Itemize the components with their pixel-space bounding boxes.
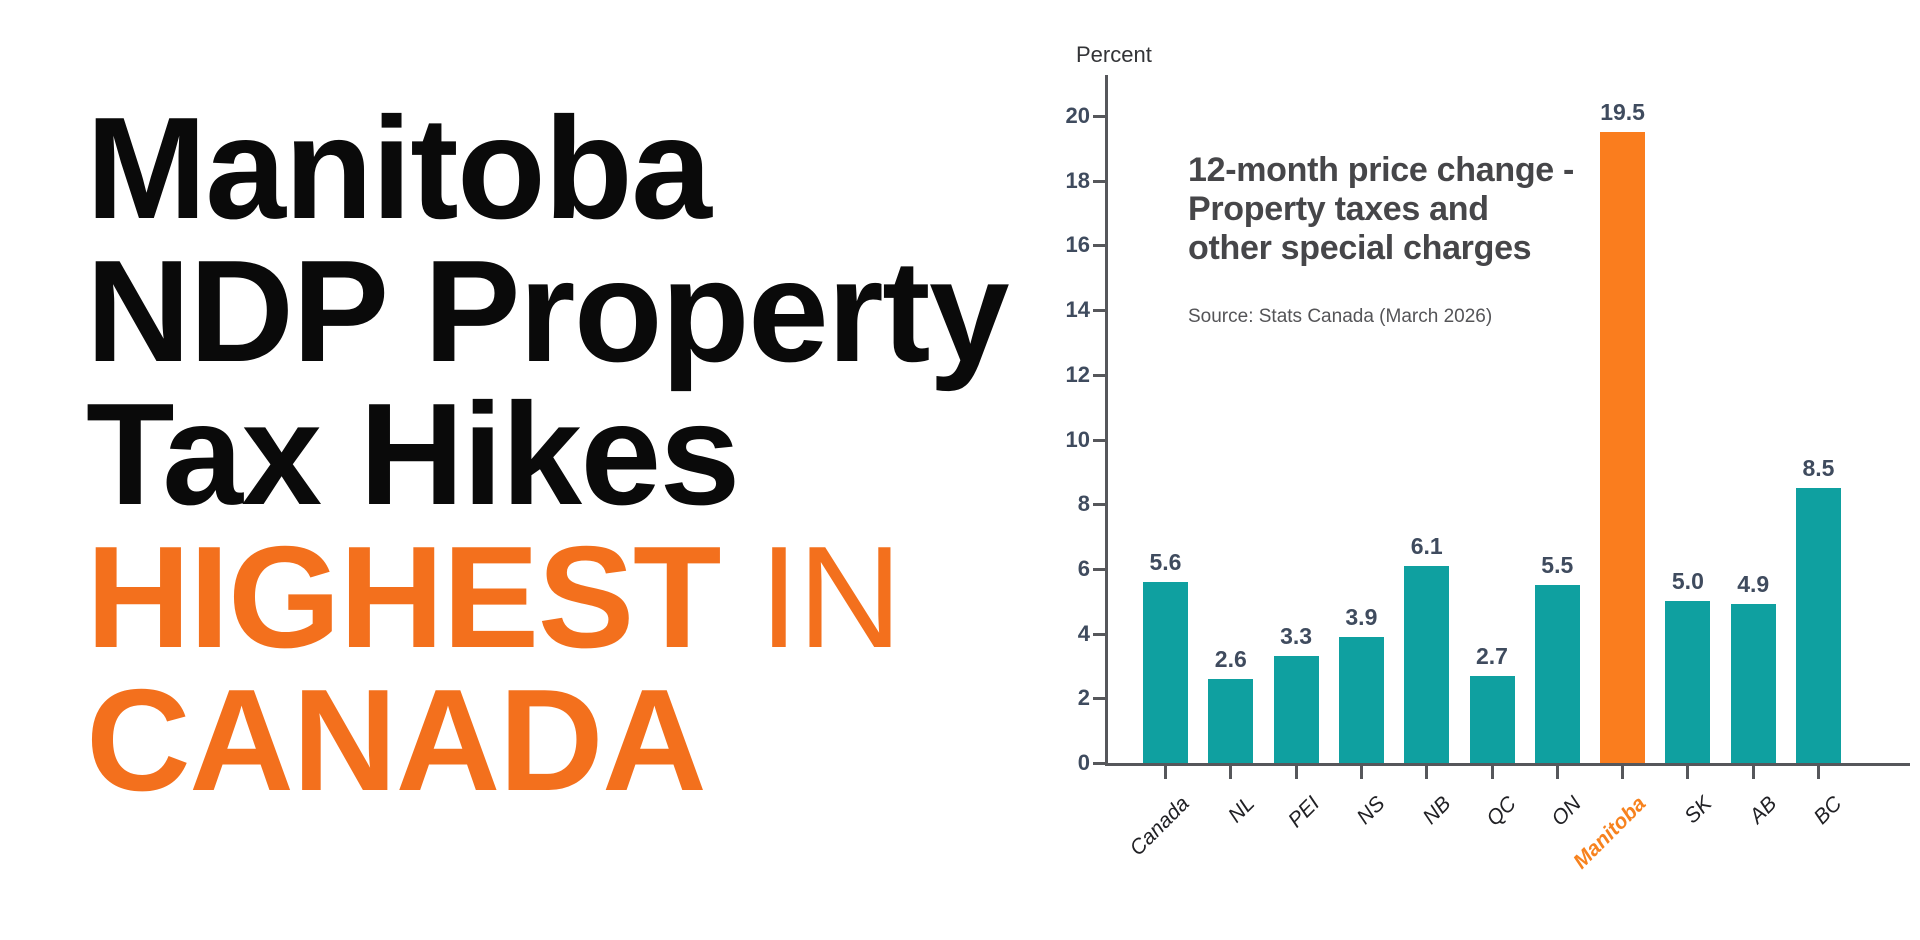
y-tick-mark	[1093, 438, 1105, 442]
y-tick-mark	[1093, 373, 1105, 377]
x-axis-label-sk: SK	[1680, 792, 1717, 829]
y-tick-label: 18	[1065, 167, 1090, 193]
y-tick-mark	[1093, 115, 1105, 118]
bar-nl	[1208, 678, 1254, 763]
bar-nb	[1404, 565, 1450, 763]
y-tick-mark	[1093, 309, 1105, 313]
bar-value-label: 5.6	[1149, 548, 1182, 575]
x-tick-mark	[1686, 766, 1690, 779]
x-tick-mark	[1294, 766, 1298, 779]
x-axis-label-canada: Canada	[1125, 792, 1194, 861]
bar-on	[1534, 585, 1580, 763]
bar-value-label: 19.5	[1600, 99, 1645, 126]
bar-canada	[1143, 581, 1188, 763]
x-axis-label-nl: NL	[1223, 792, 1260, 828]
bar-sk	[1665, 601, 1711, 763]
bar-value-label: 5.5	[1541, 552, 1574, 579]
x-axis-label-nb: NB	[1418, 792, 1455, 829]
x-tick-mark	[1621, 766, 1625, 779]
bar-bc	[1796, 488, 1841, 763]
bar-value-label: 3.9	[1345, 603, 1378, 630]
bar-ab	[1730, 604, 1776, 763]
x-tick-mark	[1229, 766, 1233, 779]
x-axis-label-ns: NS	[1352, 792, 1390, 829]
bar-chart: Percent 12-month price change - Property…	[1060, 40, 1920, 940]
y-axis-line	[1105, 75, 1108, 766]
bar-value-label: 2.6	[1214, 645, 1247, 672]
bar-value-label: 5.0	[1671, 568, 1704, 595]
bar-manitoba	[1600, 132, 1646, 763]
bar-value-label: 3.3	[1280, 623, 1313, 650]
bar-value-label: 4.9	[1737, 571, 1770, 598]
bar-qc	[1469, 675, 1515, 763]
x-tick-mark	[1490, 766, 1494, 779]
y-tick-label: 16	[1065, 232, 1090, 258]
x-tick-mark	[1555, 766, 1559, 779]
x-axis-label-ab: AB	[1745, 792, 1782, 829]
headline-line-1: Manitoba	[86, 87, 712, 249]
chart-title-line-3: other special charges	[1188, 229, 1532, 267]
y-tick-mark	[1093, 244, 1105, 248]
bar-pei	[1273, 656, 1319, 763]
y-tick-label: 8	[1077, 491, 1090, 517]
x-axis-label-pei: PEI	[1284, 792, 1325, 833]
headline-line-2: NDP Property	[86, 230, 1010, 392]
y-tick-label: 12	[1065, 361, 1090, 387]
y-tick-mark	[1093, 762, 1105, 765]
x-axis-label-bc: BC	[1809, 792, 1847, 829]
chart-title: 12-month price change - Property taxes a…	[1188, 151, 1574, 268]
bar-ns	[1338, 636, 1384, 763]
y-tick-mark	[1093, 179, 1105, 183]
bar-value-label: 2.7	[1476, 642, 1508, 669]
x-tick-mark	[1751, 766, 1755, 779]
y-tick-label: 4	[1077, 620, 1090, 646]
chart-source: Source: Stats Canada (March 2026)	[1188, 306, 1493, 327]
headline-line-5: CANADA	[86, 659, 707, 821]
y-tick-mark	[1093, 503, 1105, 507]
x-tick-mark	[1425, 766, 1429, 779]
y-tick-mark	[1093, 632, 1105, 636]
y-tick-mark	[1093, 567, 1105, 571]
headline: Manitoba NDP Property Tax Hikes HIGHEST …	[86, 87, 1010, 821]
x-axis-label-on: ON	[1547, 792, 1586, 831]
y-tick-label: 10	[1065, 426, 1090, 452]
y-tick-label: 0	[1077, 750, 1090, 775]
x-tick-mark	[1359, 766, 1363, 779]
y-tick-mark	[1093, 697, 1105, 701]
x-axis-label-qc: QC	[1481, 792, 1521, 831]
bar-value-label: 8.5	[1802, 455, 1835, 482]
headline-highest: HIGHEST	[86, 516, 759, 678]
headline-line-4: HIGHEST IN	[86, 525, 1008, 670]
y-tick-label: 2	[1077, 685, 1090, 711]
x-axis-line	[1105, 763, 1910, 766]
x-tick-mark	[1817, 766, 1820, 779]
y-tick-label: 14	[1065, 297, 1090, 323]
bar-value-label: 6.1	[1410, 532, 1443, 559]
chart-title-line-1: 12-month price change -	[1188, 151, 1575, 189]
y-tick-label: 6	[1077, 555, 1090, 581]
x-tick-mark	[1164, 766, 1167, 779]
y-axis-title: Percent	[1076, 42, 1152, 67]
headline-in: IN	[758, 516, 903, 678]
chart-title-line-2: Property taxes and	[1188, 190, 1489, 228]
headline-line-3: Tax Hikes	[86, 373, 740, 535]
y-tick-label: 20	[1065, 103, 1090, 128]
